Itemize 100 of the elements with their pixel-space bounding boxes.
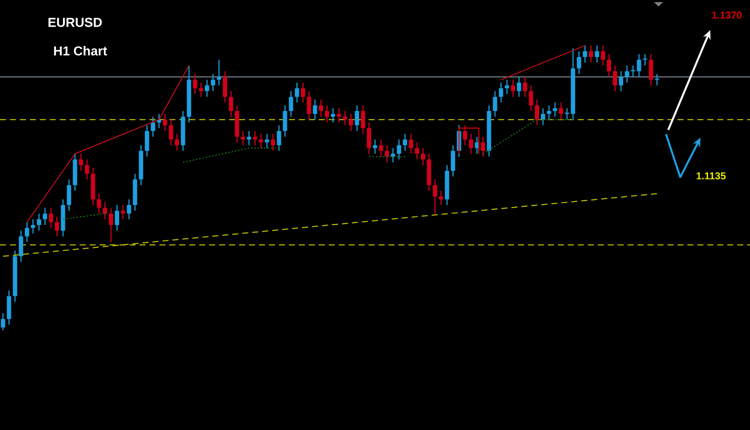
candlestick	[366, 122, 372, 154]
candlestick	[522, 76, 528, 97]
candlestick	[558, 102, 564, 120]
candlestick	[606, 54, 612, 77]
candlestick	[336, 108, 342, 122]
candlestick	[486, 105, 492, 157]
candlestick	[348, 114, 354, 131]
candlestick	[84, 159, 90, 180]
candlestick	[504, 80, 510, 94]
candlestick	[510, 80, 516, 97]
candlestick	[54, 216, 60, 236]
candlestick	[432, 179, 438, 214]
candlestick	[192, 74, 198, 94]
candlestick	[534, 100, 540, 126]
candlestick	[576, 51, 582, 74]
candlestick	[516, 76, 522, 97]
candlestick	[114, 205, 120, 231]
candlestick	[240, 130, 246, 146]
candlestick	[624, 65, 630, 83]
candlestick	[594, 46, 600, 63]
candlestick	[270, 134, 276, 151]
candlestick	[210, 74, 216, 92]
candlestick	[132, 174, 138, 211]
candlestick	[186, 65, 192, 122]
candlestick	[588, 46, 594, 63]
candlestick	[288, 91, 294, 117]
candlestick	[360, 105, 366, 134]
candlestick	[318, 100, 324, 117]
candlestick	[546, 105, 552, 120]
candlestick	[312, 100, 318, 120]
candlestick	[564, 108, 570, 120]
text: 1.1370	[712, 12, 742, 19]
candlestick	[120, 205, 126, 220]
candlestick	[0, 313, 6, 330]
candlestick	[636, 54, 642, 77]
candlestick	[330, 108, 336, 122]
candlestick	[600, 46, 606, 66]
candlestick	[60, 199, 66, 236]
candlestick	[402, 134, 408, 151]
candlestick	[42, 208, 48, 225]
candlestick	[552, 102, 558, 117]
candlestick	[18, 230, 24, 262]
candlestick	[354, 105, 360, 131]
candlestick	[162, 114, 168, 131]
candlestick	[108, 208, 114, 242]
candlestick	[372, 140, 378, 154]
candlestick	[480, 136, 486, 157]
candlestick	[258, 134, 264, 148]
candlestick	[492, 91, 498, 117]
candlestick	[498, 82, 504, 103]
candlestick	[294, 82, 300, 103]
candlestick	[426, 154, 432, 191]
candlestick	[204, 80, 210, 97]
candlestick	[408, 134, 414, 154]
candlestick	[12, 250, 18, 302]
candlestick	[282, 105, 288, 137]
candlestick	[468, 134, 474, 154]
candlestick	[612, 65, 618, 92]
candlestick	[324, 105, 330, 122]
candlestick	[90, 168, 96, 206]
candlestick	[216, 60, 222, 86]
candlestick	[180, 111, 186, 151]
candlestick	[264, 134, 270, 148]
candlestick	[582, 46, 588, 63]
candlestick	[306, 91, 312, 120]
candlestick	[528, 85, 534, 112]
candlestick	[36, 214, 42, 231]
candlestick	[654, 74, 660, 86]
candlestick	[246, 130, 252, 146]
chart-subtitle: H1 Chart	[54, 46, 108, 56]
candlestick	[378, 140, 384, 157]
candlestick	[618, 71, 624, 92]
candlestick	[126, 199, 132, 220]
candlestick	[300, 82, 306, 103]
candlestick	[6, 290, 12, 325]
candlestick	[72, 154, 78, 191]
candlestick	[234, 105, 240, 142]
candlestick	[570, 48, 576, 120]
candlestick	[168, 120, 174, 146]
candlestick	[648, 54, 654, 86]
candlestick	[174, 134, 180, 151]
candlestick	[396, 140, 402, 160]
candlestick	[444, 165, 450, 206]
text: 1.1135	[696, 172, 726, 180]
candlestick	[630, 65, 636, 77]
candlestick	[228, 91, 234, 117]
candlestick	[144, 125, 150, 157]
candlestick	[96, 194, 102, 214]
candlestick	[342, 111, 348, 126]
candlestick	[252, 130, 258, 146]
candlestick	[420, 148, 426, 166]
chart-title: EURUSD	[48, 18, 102, 27]
candlestick	[438, 190, 444, 206]
candlestick	[222, 71, 228, 103]
candlestick	[414, 142, 420, 160]
candlestick	[138, 145, 144, 186]
candlestick	[30, 219, 36, 234]
candlestick	[276, 125, 282, 151]
candlestick	[450, 145, 456, 177]
candlestick	[24, 222, 30, 242]
